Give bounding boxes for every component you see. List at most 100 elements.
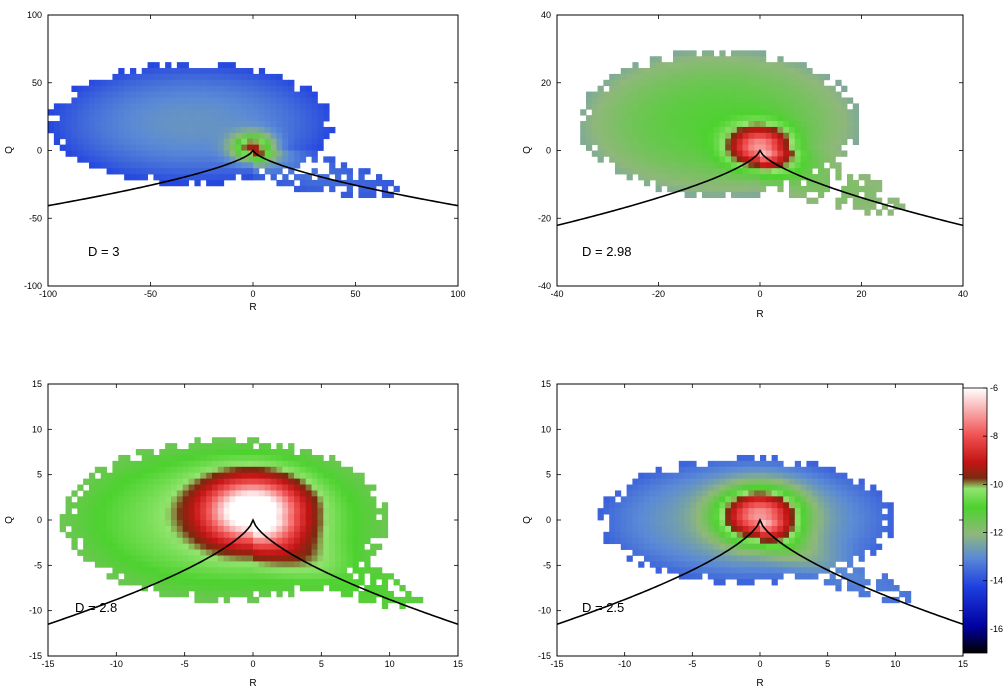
- density-cell: [241, 103, 248, 110]
- density-cell: [147, 121, 154, 128]
- density-cell: [159, 168, 166, 175]
- density-cell: [673, 156, 680, 163]
- density-cell: [77, 502, 84, 509]
- density-cell: [800, 126, 807, 134]
- density-cell: [317, 126, 324, 134]
- density-cell: [346, 520, 353, 527]
- density-cell: [270, 579, 277, 586]
- density-cell: [725, 97, 732, 104]
- density-cell: [299, 185, 307, 193]
- density-cell: [835, 109, 842, 116]
- density-cell: [847, 520, 854, 527]
- density-cell: [253, 91, 260, 98]
- density-cell: [626, 484, 633, 491]
- density-cell: [655, 549, 662, 556]
- density-cell: [806, 484, 813, 491]
- density-cell: [649, 537, 656, 545]
- density-cell: [707, 537, 714, 545]
- density-cell: [829, 561, 836, 568]
- density-cell: [130, 567, 137, 574]
- density-cell: [777, 460, 784, 468]
- density-cell: [678, 115, 685, 122]
- density-cell: [59, 132, 66, 140]
- density-cell: [725, 472, 732, 480]
- density-cell: [841, 531, 848, 539]
- discriminant-curve: [556, 518, 964, 625]
- density-cell: [725, 179, 732, 187]
- density-cell: [626, 144, 633, 151]
- density-cell: [707, 68, 714, 75]
- density-cell: [106, 121, 113, 128]
- density-cell: [649, 73, 656, 81]
- density-cell: [229, 466, 236, 474]
- density-cell: [247, 132, 254, 140]
- density-cell: [352, 514, 359, 521]
- density-cell: [352, 579, 359, 586]
- density-cell: [270, 144, 277, 151]
- density-cell: [176, 543, 184, 550]
- density-cell: [317, 115, 324, 122]
- density-cell: [165, 531, 172, 539]
- density-cell: [159, 561, 166, 568]
- density-cell: [165, 466, 172, 474]
- density-cell: [667, 531, 674, 539]
- density-cell: [881, 514, 888, 521]
- density-cell: [165, 85, 172, 92]
- density-cell: [765, 478, 772, 485]
- density-cell: [393, 596, 400, 604]
- density-cell: [655, 73, 662, 81]
- density-cell: [294, 520, 301, 527]
- density-cell: [364, 567, 371, 574]
- density-cell: [124, 109, 131, 116]
- density-cell: [247, 490, 254, 497]
- density-cell: [182, 103, 189, 110]
- density-cell: [620, 496, 627, 503]
- density-cell: [852, 514, 859, 521]
- density-cell: [276, 585, 283, 592]
- density-cell: [765, 567, 772, 574]
- density-cell: [223, 162, 230, 169]
- density-cell: [742, 174, 749, 181]
- density-cell: [276, 478, 283, 485]
- density-cell: [235, 68, 242, 75]
- density-cell: [899, 590, 906, 598]
- density-cell: [188, 443, 195, 450]
- density-cell: [270, 168, 277, 175]
- density-cell: [258, 150, 266, 157]
- density-cell: [876, 209, 883, 216]
- density-cell: [696, 91, 703, 98]
- density-cell: [71, 85, 78, 92]
- density-cell: [742, 126, 749, 134]
- density-cell: [141, 73, 148, 81]
- density-cell: [335, 543, 342, 550]
- density-cell: [159, 454, 166, 462]
- density-cell: [678, 490, 685, 497]
- density-cell: [159, 490, 166, 497]
- density-cell: [282, 97, 289, 104]
- density-cell: [870, 537, 877, 545]
- density-cell: [381, 525, 389, 533]
- density-cell: [754, 191, 761, 199]
- density-cell: [188, 454, 195, 462]
- density-cell: [690, 466, 697, 474]
- density-cell: [847, 132, 854, 140]
- density-cell: [852, 185, 859, 193]
- density-cell: [731, 179, 738, 187]
- density-cell: [223, 449, 230, 456]
- density-cell: [235, 168, 242, 175]
- density-cell: [206, 174, 213, 181]
- density-cell: [742, 97, 749, 104]
- density-cell: [667, 520, 674, 527]
- density-cell: [649, 174, 656, 181]
- density-cell: [736, 150, 743, 157]
- density-cell: [89, 162, 96, 169]
- density-cell: [153, 132, 160, 140]
- colorbar-tick-label: -12: [990, 528, 1003, 538]
- y-tick-label: 100: [27, 10, 42, 20]
- density-cell: [754, 103, 761, 110]
- density-cell: [765, 174, 772, 181]
- density-cell: [176, 555, 184, 562]
- density-cell: [725, 561, 732, 568]
- density-cell: [241, 478, 248, 485]
- density-cell: [147, 496, 154, 503]
